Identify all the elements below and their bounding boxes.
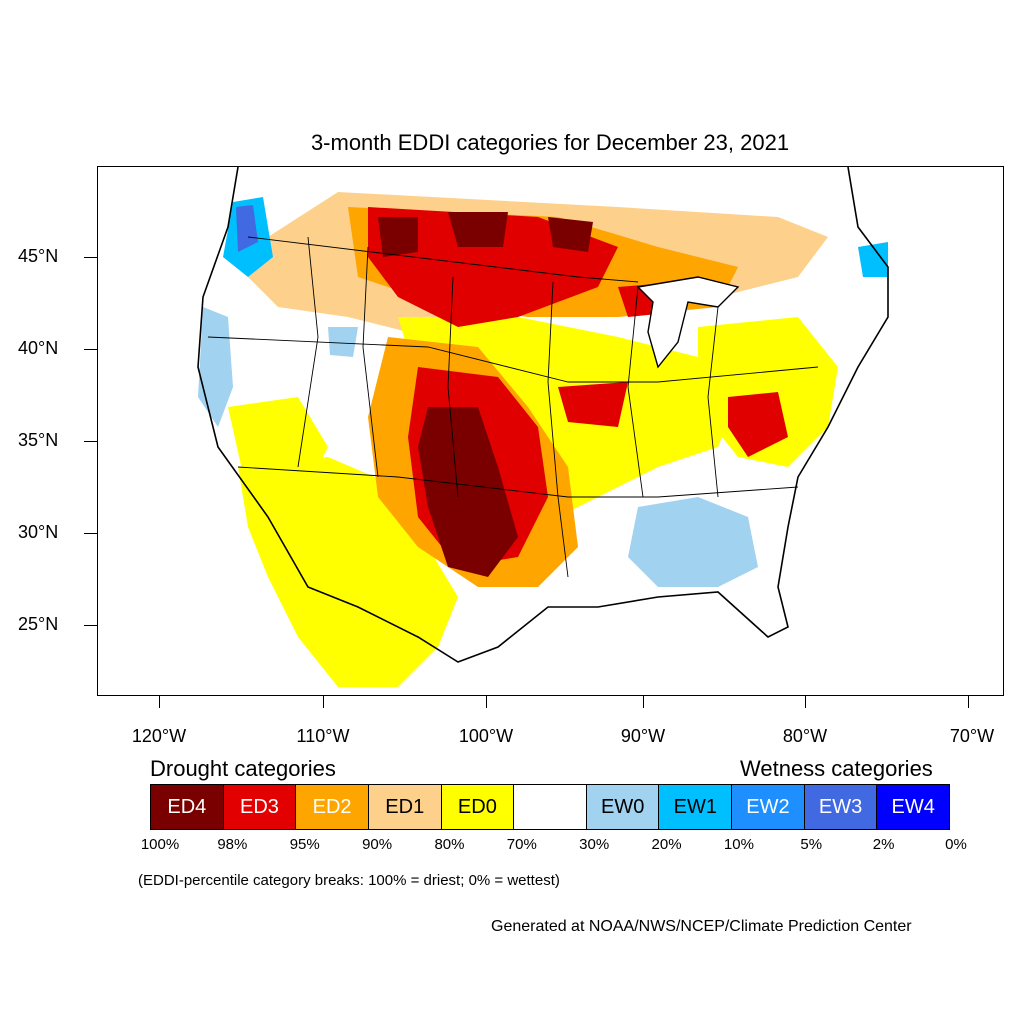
- lat-tick-40: [84, 349, 97, 350]
- lat-tick-25: [84, 625, 97, 626]
- percentile-label: 90%: [362, 836, 393, 853]
- region-ew0-rockies: [328, 327, 358, 357]
- credit-line: Generated at NOAA/NWS/NCEP/Climate Predi…: [491, 918, 912, 935]
- legend-box-ew4: EW4: [877, 785, 950, 829]
- lon-label-70: 70°W: [949, 726, 995, 746]
- percentile-label: 10%: [723, 836, 754, 853]
- region-ed4-southern-plains: [418, 407, 518, 577]
- percentile-label: 20%: [651, 836, 682, 853]
- percentile-label: 80%: [434, 836, 465, 853]
- lon-tick-100: [486, 696, 487, 708]
- legend-box-ed3: ED3: [223, 785, 297, 829]
- us-outline: [197, 167, 889, 663]
- region-ed4-north2: [448, 212, 508, 247]
- lon-label-120: 120°W: [131, 726, 187, 746]
- legend-box-ed2: ED2: [296, 785, 369, 829]
- great-lakes-outline: [636, 276, 740, 369]
- percentile-label: 0%: [945, 836, 967, 853]
- legend-box-ew1: EW1: [659, 785, 733, 829]
- lon-tick-120: [159, 696, 160, 708]
- drought-heading: Drought categories: [150, 756, 336, 781]
- category-legend: ED4 ED3 ED2 ED1 ED0 EW0 EW1 EW2 EW3 EW4: [150, 784, 950, 830]
- region-ew0-west-coast: [198, 307, 233, 427]
- legend-box-neutral: [514, 785, 587, 829]
- lon-tick-80: [805, 696, 806, 708]
- lat-label-25: 25°N: [18, 614, 59, 634]
- wetness-heading: Wetness categories: [740, 756, 933, 781]
- legend-box-ed1: ED1: [368, 785, 442, 829]
- lon-tick-70: [968, 696, 969, 708]
- region-ew1-maine: [858, 242, 888, 277]
- legend-box-ew0: EW0: [586, 785, 660, 829]
- percentile-label: 95%: [289, 836, 320, 853]
- region-ed3-ohio: [728, 392, 788, 457]
- lat-label-30: 30°N: [18, 522, 59, 542]
- eddi-map: [97, 166, 1004, 696]
- lon-label-100: 100°W: [458, 726, 514, 746]
- region-ed3-midwest: [558, 382, 628, 427]
- lat-tick-30: [84, 533, 97, 534]
- lon-label-80: 80°W: [782, 726, 828, 746]
- region-ed4-north3: [548, 217, 593, 252]
- lat-tick-45: [84, 257, 97, 258]
- state-boundaries: [207, 236, 819, 578]
- lon-label-110: 110°W: [296, 726, 350, 746]
- percentile-label: 5%: [800, 836, 823, 853]
- legend-box-ed0: ED0: [441, 785, 515, 829]
- percentile-label: 100%: [140, 836, 180, 853]
- region-ed0-west: [228, 397, 328, 507]
- lat-label-35: 35°N: [18, 430, 59, 450]
- region-ed4-north: [378, 217, 418, 257]
- lat-label-40: 40°N: [18, 338, 59, 358]
- region-ew3-pacific-nw: [236, 205, 258, 252]
- region-ew0-southeast: [628, 497, 758, 587]
- lat-label-45: 45°N: [18, 246, 59, 266]
- map-canvas: [197, 167, 889, 687]
- chart-title: 3-month EDDI categories for December 23,…: [310, 130, 790, 155]
- percentile-label: 70%: [506, 836, 537, 853]
- legend-box-ew2: EW2: [732, 785, 805, 829]
- legend-box-ew3: EW3: [804, 785, 878, 829]
- percentile-label: 2%: [872, 836, 895, 853]
- lon-tick-110: [323, 696, 324, 708]
- category-note: (EDDI-percentile category breaks: 100% =…: [138, 872, 560, 889]
- lon-tick-90: [643, 696, 644, 708]
- lon-label-90: 90°W: [620, 726, 666, 746]
- lat-tick-35: [84, 441, 97, 442]
- legend-box-ed4: ED4: [151, 785, 224, 829]
- percentile-label: 98%: [217, 836, 248, 853]
- percentile-label: 30%: [579, 836, 610, 853]
